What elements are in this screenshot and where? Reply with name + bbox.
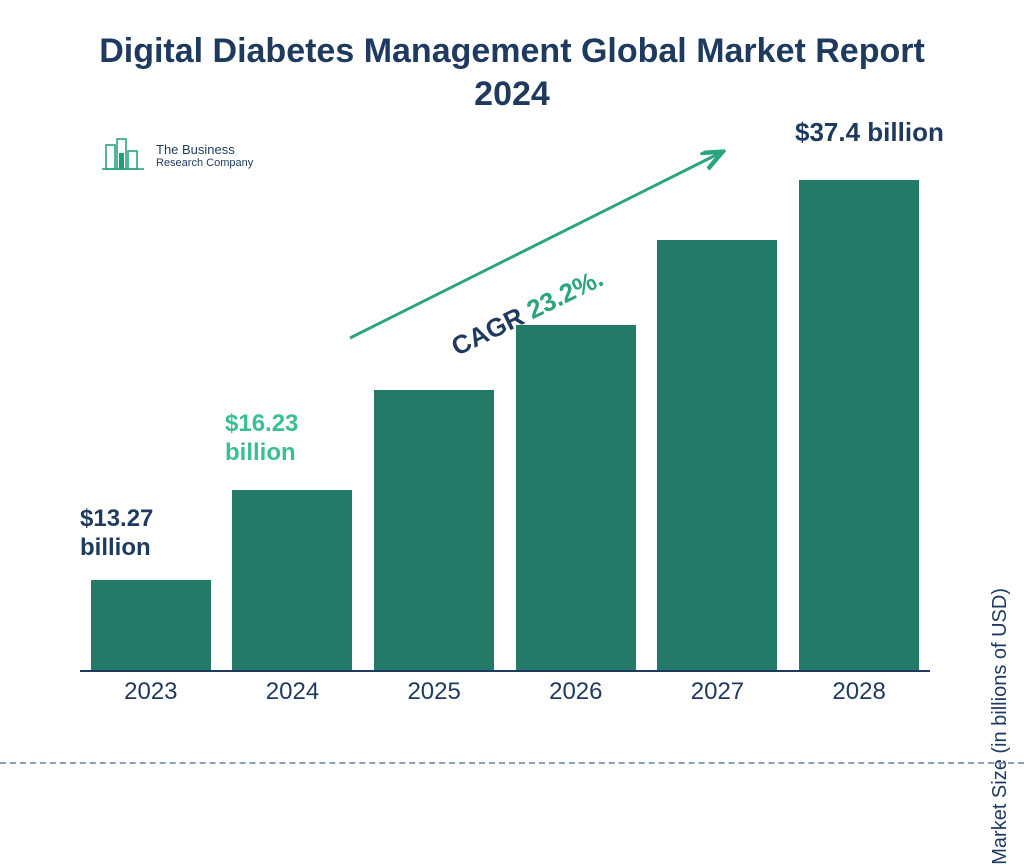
- value-label: $37.4 billion: [795, 117, 944, 148]
- bar-wrap: [511, 325, 641, 670]
- bar-wrap: [794, 180, 924, 670]
- bar: [799, 180, 919, 670]
- x-axis-label: 2027: [652, 678, 782, 706]
- bar: [374, 390, 494, 670]
- x-axis-label: 2026: [511, 678, 641, 706]
- y-axis-label: Market Size (in billions of USD): [989, 588, 1012, 865]
- value-label: $16.23billion: [225, 410, 298, 468]
- bar-wrap: [227, 490, 357, 670]
- bar: [232, 490, 352, 670]
- chart-title: Digital Diabetes Management Global Marke…: [62, 30, 962, 115]
- bar: [657, 240, 777, 670]
- x-axis-label: 2024: [227, 678, 357, 706]
- x-axis-label: 2028: [794, 678, 924, 706]
- bars-container: [80, 140, 930, 670]
- x-axis-labels: 2023 2024 2025 2026 2027 2028: [80, 678, 930, 706]
- x-axis-label: 2023: [86, 678, 216, 706]
- bar-wrap: [652, 240, 782, 670]
- value-label: $13.27billion: [80, 505, 153, 563]
- x-axis-label: 2025: [369, 678, 499, 706]
- bar: [516, 325, 636, 670]
- bar: [91, 580, 211, 670]
- bottom-dash-border: [0, 762, 1024, 764]
- bar-wrap: [86, 580, 216, 670]
- chart-area: 202320242025202620272028: [80, 140, 930, 700]
- x-axis-line: [80, 670, 930, 672]
- bar-wrap: [369, 390, 499, 670]
